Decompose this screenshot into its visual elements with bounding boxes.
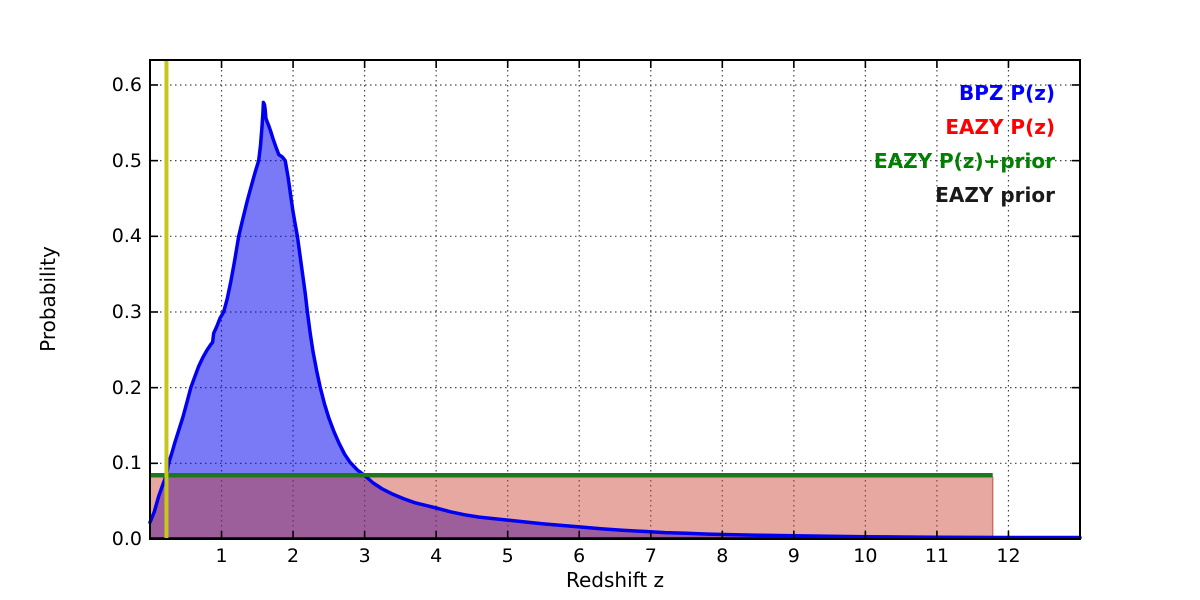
- y-tick-label: 0.0: [111, 528, 142, 550]
- x-tick-label: 12: [996, 545, 1021, 567]
- y-axis-label: Probability: [36, 245, 60, 352]
- x-tick-label: 6: [573, 545, 586, 567]
- x-tick-label: 4: [430, 545, 443, 567]
- x-tick-label: 1: [215, 545, 228, 567]
- legend-entry-eazy-prior: EAZY prior: [935, 183, 1055, 207]
- x-tick-label: 7: [644, 545, 657, 567]
- legend-entry-eazy-p-z-prior: EAZY P(z)+prior: [873, 149, 1055, 173]
- x-tick-label: 11: [924, 545, 950, 567]
- y-tick-label: 0.2: [111, 376, 142, 399]
- y-tick-label: 0.1: [111, 452, 142, 475]
- x-tick-label: 8: [716, 545, 729, 567]
- y-tick-label: 0.5: [111, 149, 142, 172]
- y-tick-label: 0.3: [111, 300, 142, 323]
- x-tick-label: 3: [358, 545, 371, 567]
- area-fill-eazy-p-z-: [149, 476, 994, 540]
- x-tick-label: 9: [787, 545, 800, 567]
- legend-entry-eazy-p-z-: EAZY P(z): [945, 115, 1055, 139]
- legend-entry-bpz-p-z-: BPZ P(z): [959, 81, 1055, 105]
- line-bpz-p-z-: [148, 100, 1082, 540]
- y-tick-label: 0.6: [111, 73, 142, 96]
- axes-frame: [149, 59, 1081, 540]
- x-tick-label: 10: [853, 545, 878, 567]
- area-fill-bpz-p-z-: [150, 102, 1080, 540]
- x-tick-label: 5: [501, 545, 514, 567]
- x-axis-label: Redshift z: [565, 568, 665, 592]
- y-tick-label: 0.4: [111, 225, 142, 248]
- x-tick-label: 2: [287, 545, 300, 567]
